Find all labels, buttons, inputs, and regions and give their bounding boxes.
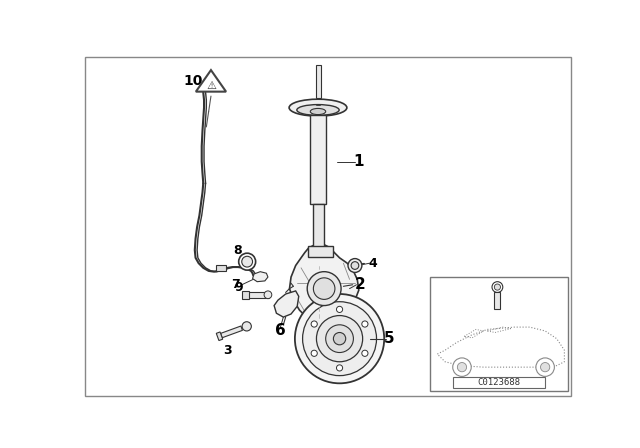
Circle shape <box>351 262 359 269</box>
Circle shape <box>536 358 554 376</box>
Circle shape <box>458 362 467 372</box>
Bar <box>312 204 324 250</box>
Text: 10: 10 <box>184 74 203 88</box>
Text: 8: 8 <box>233 244 241 257</box>
Text: C0123688: C0123688 <box>477 378 520 387</box>
Circle shape <box>494 284 500 290</box>
Text: 6: 6 <box>275 323 285 338</box>
Circle shape <box>362 321 368 327</box>
Bar <box>316 65 321 99</box>
Bar <box>216 265 225 271</box>
Text: ⚠: ⚠ <box>206 81 216 91</box>
Circle shape <box>316 315 363 362</box>
Bar <box>247 293 269 298</box>
Text: 7: 7 <box>231 278 240 291</box>
Ellipse shape <box>297 104 339 115</box>
Ellipse shape <box>312 248 328 255</box>
Bar <box>308 246 333 257</box>
Polygon shape <box>289 245 359 322</box>
Circle shape <box>303 302 376 375</box>
Circle shape <box>307 271 341 306</box>
Circle shape <box>295 294 384 383</box>
Ellipse shape <box>310 108 326 115</box>
Circle shape <box>348 258 362 272</box>
FancyArrow shape <box>216 332 223 340</box>
Circle shape <box>337 365 342 371</box>
FancyArrow shape <box>221 326 243 338</box>
Circle shape <box>314 278 335 299</box>
Circle shape <box>239 253 255 270</box>
Ellipse shape <box>289 99 347 116</box>
Polygon shape <box>196 70 226 92</box>
Text: 9: 9 <box>234 280 243 293</box>
Circle shape <box>492 282 503 293</box>
Text: 5: 5 <box>384 331 395 346</box>
Circle shape <box>242 322 252 331</box>
Circle shape <box>452 358 471 376</box>
Circle shape <box>242 256 253 267</box>
Circle shape <box>333 332 346 345</box>
Polygon shape <box>274 291 299 317</box>
Text: 3: 3 <box>223 344 232 357</box>
Circle shape <box>337 306 342 313</box>
Bar <box>452 377 545 388</box>
Circle shape <box>311 350 317 356</box>
Bar <box>429 277 568 391</box>
Circle shape <box>264 291 272 299</box>
Bar <box>494 293 500 310</box>
Text: 2: 2 <box>355 277 365 292</box>
Polygon shape <box>253 271 268 282</box>
Circle shape <box>326 325 353 353</box>
Circle shape <box>541 362 550 372</box>
Text: 8: 8 <box>469 282 479 296</box>
Circle shape <box>362 350 368 356</box>
Text: 1: 1 <box>353 154 364 169</box>
Text: 4: 4 <box>368 257 377 270</box>
Circle shape <box>311 321 317 327</box>
Bar <box>242 291 249 299</box>
Bar <box>310 116 326 204</box>
